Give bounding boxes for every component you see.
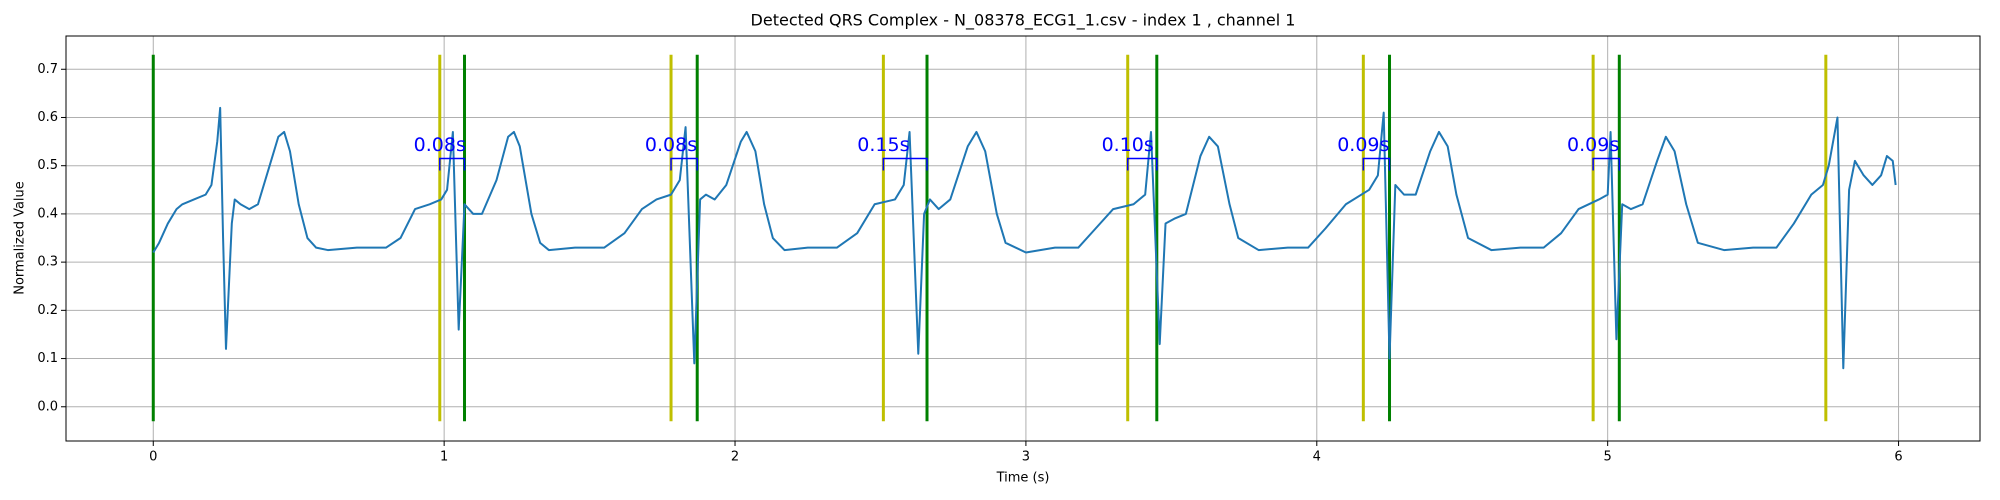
x-tick-label: 6 — [1894, 450, 1902, 465]
y-tick-label: 0.6 — [37, 110, 58, 125]
y-tick-label: 0.3 — [37, 255, 58, 270]
duration-label: 0.09s — [1337, 134, 1389, 156]
duration-label: 0.08s — [414, 134, 466, 156]
duration-bracket — [1592, 157, 1621, 171]
duration-label: 0.08s — [645, 134, 697, 156]
y-tick-label: 0.7 — [37, 62, 58, 77]
duration-label: 0.09s — [1567, 134, 1619, 156]
y-axis-label: Normalized Value — [13, 181, 28, 295]
y-tick-label: 0.0 — [37, 399, 58, 414]
x-tick-label: 3 — [1022, 450, 1030, 465]
duration-bracket — [1362, 157, 1391, 171]
duration-label: 0.10s — [1102, 134, 1154, 156]
duration-bracket — [439, 157, 466, 171]
x-tick-label: 2 — [731, 450, 739, 465]
duration-bracket — [670, 157, 698, 171]
duration-bracket — [882, 157, 928, 171]
x-tick-label: 5 — [1604, 450, 1612, 465]
ecg-line — [152, 106, 1897, 370]
x-tick-label: 4 — [1313, 450, 1321, 465]
duration-bracket — [1126, 157, 1158, 171]
x-tick-label: 0 — [149, 450, 157, 465]
y-tick-label: 0.2 — [37, 303, 58, 318]
duration-label: 0.15s — [857, 134, 909, 156]
chart-title: Detected QRS Complex - N_08378_ECG1_1.cs… — [751, 11, 1296, 31]
y-tick-label: 0.5 — [37, 158, 58, 173]
y-tick-label: 0.1 — [37, 351, 58, 366]
y-tick-label: 0.4 — [37, 206, 58, 221]
plot-frame — [65, 35, 1981, 442]
x-tick-label: 1 — [440, 450, 448, 465]
x-axis-label: Time (s) — [996, 471, 1050, 486]
